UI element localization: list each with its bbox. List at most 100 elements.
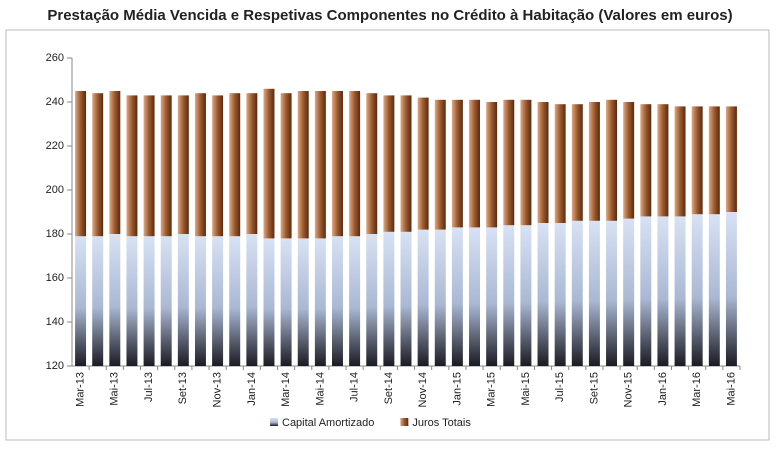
bar-segment <box>126 236 138 366</box>
y-tick-label: 200 <box>46 184 64 196</box>
bar-segment <box>280 238 292 366</box>
x-tick-label: Set-13 <box>177 372 189 404</box>
y-tick-label: 220 <box>46 140 64 152</box>
bar-segment <box>417 97 429 230</box>
x-tick-label: Mar-16 <box>691 372 703 407</box>
bar-segment <box>725 106 737 212</box>
bar-segment <box>143 236 155 366</box>
x-tick-label: Jan-16 <box>657 372 669 406</box>
bar-segment <box>194 236 206 366</box>
bar-segment <box>725 212 737 366</box>
bar-segment <box>332 91 343 237</box>
bar-segment <box>92 236 104 366</box>
legend-label: Capital Amortizado <box>282 417 374 429</box>
bar-segment <box>400 95 412 232</box>
bar-segment <box>571 104 583 221</box>
bar-segment <box>537 223 549 366</box>
bar-segment <box>417 229 429 366</box>
bar-segment <box>520 99 532 226</box>
bar-segment <box>451 227 463 366</box>
bar-segment <box>606 220 618 366</box>
legend-swatch <box>400 418 409 426</box>
bar-segment <box>537 102 549 223</box>
bar-segment <box>657 104 669 217</box>
bar-segment <box>314 91 326 239</box>
bar-segment <box>691 106 703 215</box>
bar-segment <box>640 216 652 366</box>
bar-segment <box>503 99 515 226</box>
y-tick-label: 180 <box>46 228 64 240</box>
x-tick-label: Jul-15 <box>554 372 566 402</box>
bar-segment <box>229 93 241 237</box>
x-tick-label: Mai-15 <box>520 372 532 406</box>
bar-segment <box>126 95 138 237</box>
bar-segment <box>383 231 395 366</box>
bar-segment <box>623 218 635 366</box>
bar-segment <box>246 234 258 366</box>
y-tick-label: 120 <box>46 360 64 372</box>
bar-segment <box>400 231 412 366</box>
bar-segment <box>657 216 669 366</box>
bar-segment <box>212 236 224 366</box>
bar-segment <box>143 95 155 237</box>
bar-segment <box>366 93 378 234</box>
bar-segment <box>571 220 583 366</box>
bar-segment <box>280 93 292 239</box>
bar-segment <box>383 95 395 232</box>
x-tick-label: Jul-13 <box>143 372 155 402</box>
x-tick-label: Mai-14 <box>314 372 326 406</box>
bar-segment <box>263 238 275 366</box>
x-tick-label: Set-14 <box>383 372 395 404</box>
bar-segment <box>451 99 463 228</box>
bar-segment <box>708 214 720 366</box>
x-tick-label: Nov-15 <box>623 372 635 407</box>
x-tick-label: Mai-13 <box>109 372 121 406</box>
bar-segment <box>160 236 172 366</box>
bar-segment <box>691 214 703 366</box>
legend-label: Juros Totais <box>412 417 471 429</box>
bar-segment <box>708 106 720 215</box>
bar-segment <box>177 95 189 235</box>
bar-segment <box>623 102 635 219</box>
y-tick-label: 160 <box>46 272 64 284</box>
bar-segment <box>554 223 566 366</box>
chart-title: Prestação Média Vencida e Respetivas Com… <box>47 7 732 24</box>
bar-segment <box>349 91 361 237</box>
bar-segment <box>263 88 275 239</box>
x-tick-label: Mar-15 <box>486 372 498 407</box>
bar-segment <box>503 225 515 366</box>
bar-segment <box>674 216 686 366</box>
chart-border <box>5 29 770 441</box>
bar-segment <box>640 104 652 217</box>
bar-segment <box>674 106 686 217</box>
bar-segment <box>606 99 618 221</box>
bar-segment <box>434 229 446 366</box>
bar-segment <box>177 234 189 366</box>
y-tick-label: 140 <box>46 316 64 328</box>
bar-segment <box>75 91 87 237</box>
x-tick-label: Jan-14 <box>246 372 258 406</box>
x-tick-label: Mai-16 <box>725 372 737 406</box>
bar-segment <box>109 234 121 366</box>
y-tick-label: 240 <box>46 96 64 108</box>
bar-segment <box>469 227 480 366</box>
bar-segment <box>212 95 224 237</box>
bar-segment <box>434 99 446 230</box>
bar-segment <box>109 91 121 234</box>
bar-segment <box>332 236 343 366</box>
bar-segment <box>588 220 600 366</box>
bar-segment <box>520 225 532 366</box>
bar-segment <box>554 104 566 223</box>
x-tick-label: Mar-14 <box>280 372 292 407</box>
x-tick-label: Mar-13 <box>74 372 86 407</box>
bar-segment <box>469 99 480 228</box>
x-tick-label: Jan-15 <box>451 372 463 406</box>
bar-segment <box>92 93 104 237</box>
y-tick-label: 260 <box>46 52 64 64</box>
bar-segment <box>366 234 378 366</box>
bar-segment <box>486 102 498 228</box>
x-tick-label: Jul-14 <box>349 372 361 402</box>
bar-segment <box>349 236 361 366</box>
bar-segment <box>297 238 309 366</box>
